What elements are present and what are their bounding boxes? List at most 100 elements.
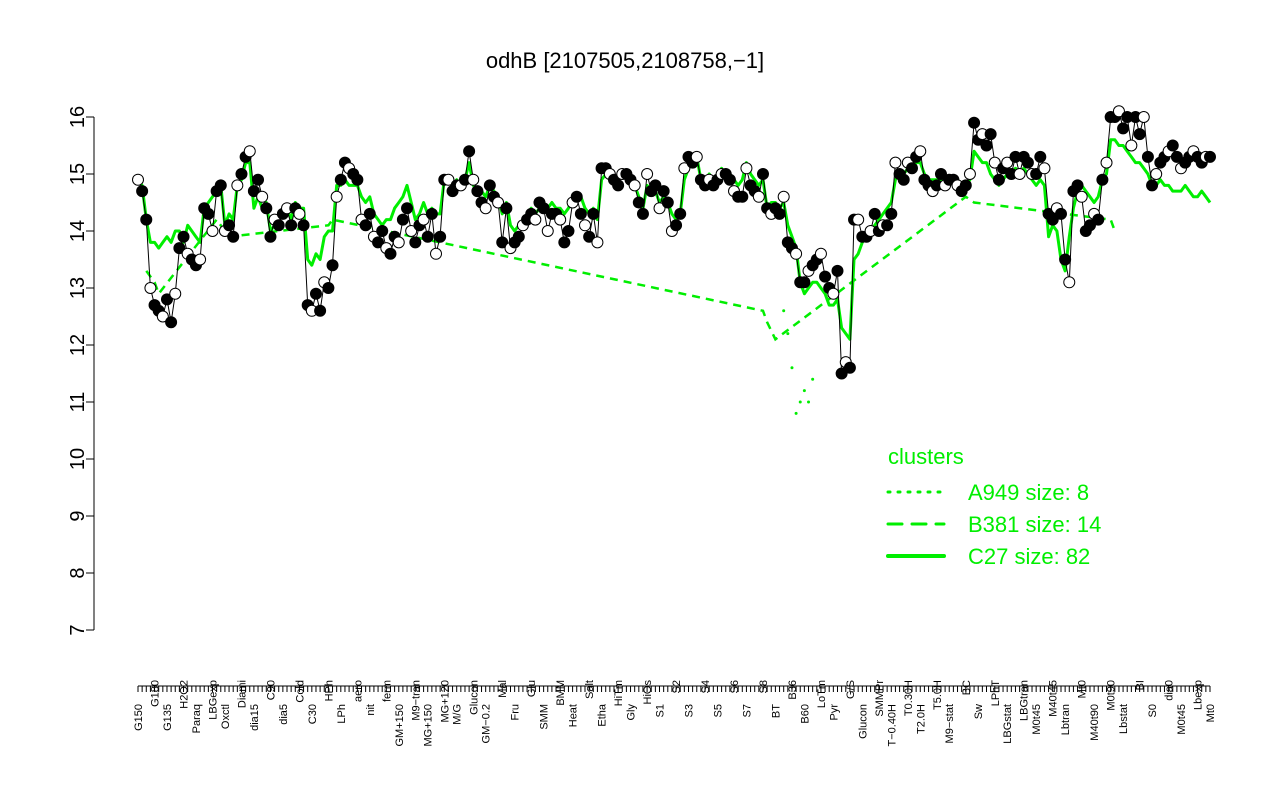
x-tick-label-19: M9−tran <box>410 680 422 721</box>
data-point-246 <box>1150 168 1163 180</box>
x-tick-label-13: HPh <box>323 680 335 701</box>
data-point-80 <box>463 145 476 158</box>
y-axis: 7 8 9 10 11 12 13 14 15 16 <box>67 106 95 636</box>
data-point-121 <box>632 196 645 209</box>
a949-point-1 <box>786 332 790 336</box>
x-tick-label-4: Paraq <box>191 704 203 733</box>
data-point-3 <box>144 282 157 294</box>
data-point-89 <box>500 202 513 215</box>
data-point-244 <box>1141 150 1154 163</box>
data-point-81 <box>467 173 480 186</box>
data-point-56 <box>363 207 376 220</box>
data-point-250 <box>1166 139 1179 152</box>
data-point-143 <box>723 173 736 186</box>
x-tick-label-63: M40t45 <box>1048 680 1060 717</box>
x-tick-label-47: LoTm <box>816 680 828 708</box>
data-point-120 <box>628 179 641 192</box>
x-tick-label-30: Heat <box>568 704 580 727</box>
data-point-238 <box>1117 122 1130 135</box>
data-point-23 <box>227 230 240 243</box>
data-point-46 <box>322 282 335 294</box>
data-point-122 <box>636 207 649 220</box>
data-point-103 <box>558 236 571 249</box>
x-tick-label-66: M40t90 <box>1089 704 1101 741</box>
data-point-125 <box>649 179 662 192</box>
x-tick-label-65: Mt0 <box>1077 680 1089 698</box>
data-point-39 <box>293 207 306 220</box>
data-point-48 <box>330 190 343 203</box>
data-point-109 <box>583 230 596 243</box>
data-point-22 <box>223 219 236 232</box>
data-point-1 <box>136 185 149 198</box>
data-point-228 <box>1075 190 1088 203</box>
y-tick-label-6: 13 <box>67 277 89 299</box>
data-point-210 <box>1001 156 1014 169</box>
a949-point-3 <box>794 411 798 415</box>
data-point-96 <box>529 213 542 226</box>
data-point-29 <box>252 173 265 186</box>
data-point-166 <box>819 270 832 283</box>
data-point-92 <box>512 230 525 243</box>
data-point-168 <box>827 287 840 300</box>
data-point-63 <box>392 236 405 249</box>
data-point-227 <box>1071 179 1084 192</box>
x-tick-label-12: C30 <box>307 704 319 724</box>
x-tick-label-71: dia0 <box>1164 680 1176 701</box>
x-tick-label-62: M0t45 <box>1031 704 1043 735</box>
x-tick-label-17: ferm <box>381 680 393 702</box>
data-point-9 <box>169 287 182 300</box>
x-tick-label-18: GM+150 <box>394 704 406 747</box>
data-point-102 <box>554 213 567 226</box>
data-point-106 <box>570 190 583 203</box>
x-tick-label-15: aero <box>352 680 364 702</box>
x-tick-label-45: B36 <box>787 680 799 700</box>
data-point-25 <box>235 168 248 180</box>
data-point-55 <box>359 219 372 232</box>
x-tick-label-33: HiTm <box>613 680 625 706</box>
x-tick-label-10: dia5 <box>278 704 290 725</box>
data-point-178 <box>868 207 881 220</box>
data-point-172 <box>843 361 856 374</box>
data-point-130 <box>670 219 683 232</box>
y-tick-label-5: 12 <box>67 334 89 356</box>
x-tick-label-26: Fru <box>510 704 522 721</box>
x-tick-label-5: LBGexp <box>208 680 220 720</box>
x-tick-label-38: S3 <box>683 704 695 717</box>
x-tick-label-73: Lbexp <box>1193 680 1205 710</box>
x-tick-label-49: G/S <box>845 680 857 699</box>
x-tick-label-68: Lbstat <box>1118 704 1130 734</box>
x-tick-label-21: MG+120 <box>439 680 451 723</box>
series-line-b381 <box>145 195 1116 342</box>
data-point-251 <box>1170 150 1183 163</box>
data-point-147 <box>740 162 753 175</box>
data-point-200 <box>959 179 972 192</box>
x-tick-label-35: HiOs <box>642 680 654 705</box>
y-tick-label-4: 11 <box>67 392 89 413</box>
data-point-155 <box>773 207 786 220</box>
data-point-8 <box>165 316 178 329</box>
data-point-127 <box>657 185 670 198</box>
data-point-169 <box>831 264 844 277</box>
data-point-61 <box>384 247 397 260</box>
data-point-232 <box>1092 213 1105 226</box>
y-tick-label-3: 10 <box>67 448 89 470</box>
data-point-223 <box>1054 207 1067 220</box>
data-point-182 <box>885 207 898 220</box>
data-point-70 <box>421 230 434 243</box>
data-point-174 <box>852 213 865 226</box>
y-tick-label-1: 8 <box>67 567 89 578</box>
a949-point-4 <box>798 400 802 404</box>
data-point-0 <box>132 173 144 186</box>
x-tick-label-54: T2.0H <box>915 704 927 734</box>
data-point-131 <box>674 207 687 220</box>
data-point-245 <box>1146 179 1159 192</box>
data-point-59 <box>376 225 389 237</box>
data-point-69 <box>417 213 430 226</box>
data-point-18 <box>206 225 219 237</box>
x-tick-label-42: S7 <box>741 704 753 717</box>
x-tick-label-29: BMM <box>555 680 567 706</box>
a949-point-7 <box>811 377 815 381</box>
legend-title: clusters <box>888 444 964 469</box>
data-point-230 <box>1083 219 1096 232</box>
data-point-11 <box>177 230 190 243</box>
